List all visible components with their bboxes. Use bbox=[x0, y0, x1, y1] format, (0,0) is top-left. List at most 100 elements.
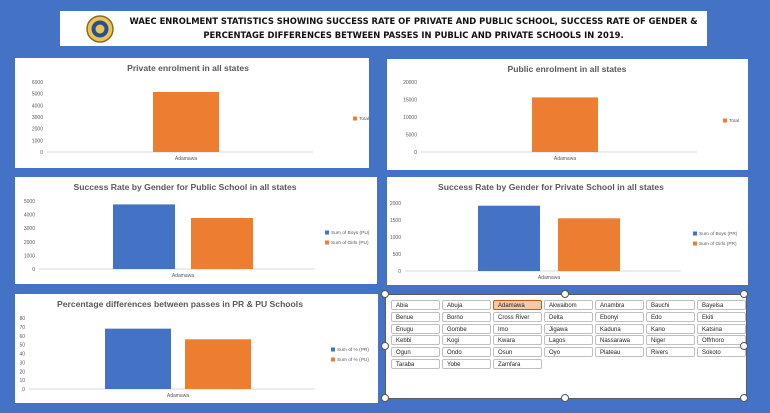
x-tick-label: Adamawa bbox=[175, 156, 197, 162]
y-tick-label: 2000 bbox=[24, 240, 35, 246]
legend-label: Total bbox=[359, 116, 369, 122]
slicer-item-gombe[interactable]: Gombe bbox=[442, 323, 491, 334]
y-tick-label: 5000 bbox=[24, 199, 35, 205]
y-tick-label: 15000 bbox=[403, 98, 417, 104]
slicer-item-bauchi[interactable]: Bauchi bbox=[646, 300, 695, 310]
bar-sum-of-pr- bbox=[105, 328, 171, 389]
slicer-item-taraba[interactable]: Taraba bbox=[391, 359, 440, 369]
resize-handle[interactable] bbox=[381, 290, 389, 298]
bar-sum-of-girls-pu- bbox=[191, 218, 253, 269]
bar-total bbox=[532, 97, 598, 152]
resize-handle[interactable] bbox=[381, 342, 389, 350]
y-tick-label: 3000 bbox=[24, 226, 35, 232]
y-tick-label: 1000 bbox=[390, 235, 401, 241]
slicer-item-delta[interactable]: Delta bbox=[544, 311, 593, 322]
slicer-item-imo[interactable]: Imo bbox=[493, 323, 542, 334]
slicer-item-jigawa[interactable]: Jigawa bbox=[544, 323, 593, 334]
y-tick-label: 20000 bbox=[403, 80, 417, 86]
public-enrolment-svg: Public enrolment in all states 0 5000 10000… bbox=[403, 64, 739, 162]
slicer-item-adamawa[interactable]: Adamawa bbox=[493, 300, 542, 310]
chart-title: Percentage differences between passes in… bbox=[57, 299, 303, 309]
slicer-item-enugu[interactable]: Enugu bbox=[391, 323, 440, 334]
resize-handle[interactable] bbox=[740, 342, 748, 350]
slicer-item-cross-river[interactable]: Cross River bbox=[493, 311, 542, 322]
legend-label: Total bbox=[729, 118, 739, 124]
slicer-item-rivers[interactable]: Rivers bbox=[646, 347, 695, 358]
y-tick-label: 30 bbox=[19, 360, 25, 366]
y-tick-label: 4000 bbox=[24, 213, 35, 219]
slicer-item-bayelsa[interactable]: Bayelsa bbox=[697, 300, 746, 310]
legend-label: Sum of % (PR) bbox=[337, 347, 369, 353]
y-tick-label: 80 bbox=[19, 316, 25, 322]
slicer-item-ebonyi[interactable]: Ebonyi bbox=[595, 311, 644, 322]
public-enrolment-chart[interactable]: Public enrolment in all states 0 5000 10000… bbox=[387, 59, 748, 170]
slicer-item-offrhoro[interactable]: Offrhoro bbox=[697, 335, 746, 346]
x-tick-label: Adamawa bbox=[167, 393, 189, 399]
title-banner: WAEC ENROLMENT STATISTICS SHOWING SUCCES… bbox=[60, 11, 707, 46]
slicer-item-kano[interactable]: Kano bbox=[646, 323, 695, 334]
slicer-item-kogi[interactable]: Kogi bbox=[442, 335, 491, 346]
legend-swatch bbox=[353, 116, 357, 121]
slicer-item-benue[interactable]: Benue bbox=[391, 311, 440, 322]
slicer-item-niger[interactable]: Niger bbox=[646, 335, 695, 346]
slicer-item-abia[interactable]: Abia bbox=[391, 300, 440, 310]
slicer-item-kebbi[interactable]: Kebbi bbox=[391, 335, 440, 346]
y-tick-label: 0 bbox=[40, 150, 43, 156]
slicer-item-ekiti[interactable]: Ekiti bbox=[697, 311, 746, 322]
state-slicer[interactable]: Abia Abuja Adamawa Akwaibom Anambra Bauchi Bay… bbox=[385, 294, 747, 399]
waec-logo-icon bbox=[86, 15, 114, 43]
private-enrolment-chart[interactable]: Private enrolment in all states 0 1000 2000… bbox=[15, 58, 369, 168]
slicer-item-osun[interactable]: Osun bbox=[493, 347, 542, 358]
resize-handle[interactable] bbox=[561, 290, 569, 298]
y-tick-label: 0 bbox=[414, 150, 417, 156]
slicer-item-ogun[interactable]: Ogun bbox=[391, 347, 440, 358]
slicer-item-edo[interactable]: Edo bbox=[646, 311, 695, 322]
y-tick-label: 5000 bbox=[406, 133, 417, 139]
bar-sum-of-boys-pu- bbox=[113, 204, 175, 269]
private-gender-success-chart[interactable]: Success Rate by Gender for Private Schoo… bbox=[387, 177, 748, 285]
slicer-item-plateau[interactable]: Plateau bbox=[595, 347, 644, 358]
resize-handle[interactable] bbox=[381, 394, 389, 402]
x-tick-label: Adamawa bbox=[554, 156, 576, 162]
slicer-item-lagos[interactable]: Lagos bbox=[544, 335, 593, 346]
dashboard-title: WAEC ENROLMENT STATISTICS SHOWING SUCCES… bbox=[129, 16, 698, 40]
slicer-item-yobe[interactable]: Yobe bbox=[442, 359, 491, 369]
legend-label: Sum of Boys (PU) bbox=[331, 230, 370, 236]
chart-title: Private enrolment in all states bbox=[127, 63, 249, 73]
y-tick-label: 50 bbox=[19, 343, 25, 349]
slicer-item-kaduna[interactable]: Kaduna bbox=[595, 323, 644, 334]
slicer-item-nassarawa[interactable]: Nassarawa bbox=[595, 335, 644, 346]
legend-swatch bbox=[331, 347, 335, 352]
legend-swatch bbox=[325, 240, 329, 245]
resize-handle[interactable] bbox=[740, 394, 748, 402]
legend-swatch bbox=[723, 118, 727, 123]
public-gender-success-chart[interactable]: Success Rate by Gender for Public School… bbox=[15, 177, 377, 284]
y-tick-label: 20 bbox=[19, 369, 25, 375]
x-tick-label: Adamawa bbox=[172, 273, 194, 279]
slicer-item-akwaibom[interactable]: Akwaibom bbox=[544, 300, 593, 310]
slicer-item-borno[interactable]: Borno bbox=[442, 311, 491, 322]
slicer-item-abuja[interactable]: Abuja bbox=[442, 300, 491, 310]
bar-sum-of-girls-pr- bbox=[558, 218, 620, 271]
y-tick-label: 0 bbox=[22, 387, 25, 393]
slicer-item-katsina[interactable]: Katsina bbox=[697, 323, 746, 334]
slicer-item-anambra[interactable]: Anambra bbox=[595, 300, 644, 310]
slicer-item-oyo[interactable]: Oyo bbox=[544, 347, 593, 358]
legend-swatch bbox=[325, 230, 329, 235]
resize-handle[interactable] bbox=[561, 394, 569, 402]
slicer-item-ondo[interactable]: Ondo bbox=[442, 347, 491, 358]
chart-title: Success Rate by Gender for Private Schoo… bbox=[438, 182, 664, 192]
y-tick-label: 2000 bbox=[390, 201, 401, 207]
y-tick-label: 1000 bbox=[24, 253, 35, 259]
percentage-difference-chart[interactable]: Percentage differences between passes in… bbox=[15, 294, 378, 403]
y-tick-label: 500 bbox=[393, 252, 402, 258]
y-tick-label: 1000 bbox=[32, 138, 43, 144]
y-tick-label: 5000 bbox=[32, 92, 43, 98]
slicer-item-kwara[interactable]: Kwara bbox=[493, 335, 542, 346]
bar-sum-of-pu- bbox=[185, 339, 251, 389]
y-tick-label: 10000 bbox=[403, 115, 417, 121]
slicer-item-sokoto[interactable]: Sokoto bbox=[697, 347, 746, 358]
resize-handle[interactable] bbox=[740, 290, 748, 298]
y-tick-label: 10 bbox=[19, 378, 25, 384]
slicer-item-zamfara[interactable]: Zamfara bbox=[493, 359, 542, 369]
